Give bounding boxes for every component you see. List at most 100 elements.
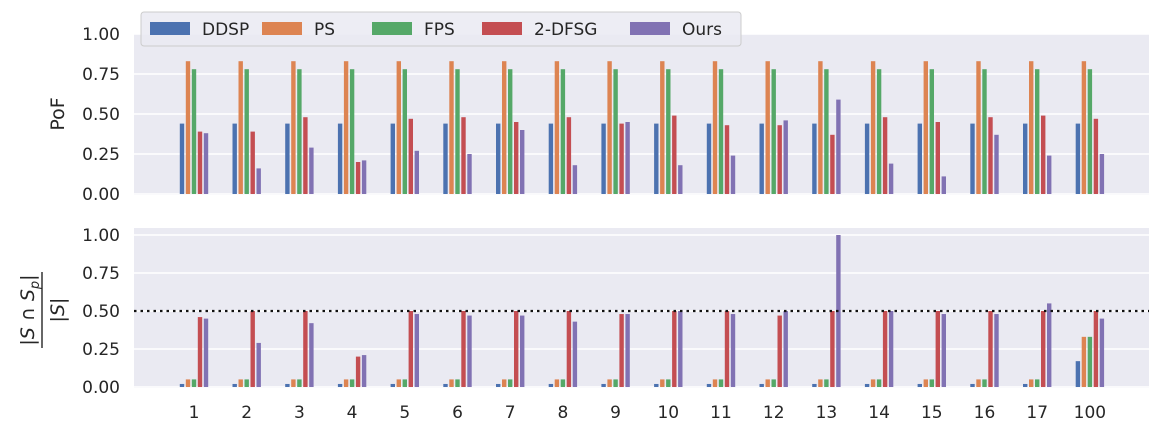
- pof-bar-ours-100: [1099, 154, 1105, 194]
- overlap-bar-2-dfsg-16: [988, 311, 993, 387]
- pof-bar-ps-11: [712, 61, 718, 195]
- overlap-bar-ours-11: [730, 314, 736, 387]
- pof-bar-ddsp-12: [759, 123, 764, 194]
- pof-bar-fps-7: [508, 69, 513, 194]
- overlap-bar-ps-1: [185, 379, 191, 387]
- overlap-bar-ps-17: [1029, 379, 1034, 387]
- overlap-bar-ddsp-5: [390, 383, 395, 387]
- overlap-bar-ddsp-1: [179, 383, 185, 387]
- overlap-bar-ddsp-9: [601, 383, 606, 387]
- pof-bar-2-dfsg-7: [514, 122, 519, 194]
- pof-y-axis-label: PoF: [47, 97, 69, 130]
- overlap-bar-ours-4: [361, 355, 367, 387]
- overlap-bar-fps-12: [771, 379, 776, 387]
- legend-swatch-fps: [372, 22, 412, 35]
- overlap-bar-ps-14: [870, 379, 876, 387]
- overlap-bar-ours-8: [572, 321, 578, 387]
- overlap-bar-ps-100: [1081, 336, 1087, 387]
- overlap-bar-fps-100: [1087, 336, 1093, 387]
- pof-bar-2-dfsg-8: [566, 117, 572, 194]
- pof-bar-ps-14: [870, 61, 876, 195]
- pof-bar-2-dfsg-9: [619, 123, 624, 194]
- overlap-bar-2-dfsg-2: [250, 311, 255, 387]
- x-tick-label: 12: [763, 403, 785, 423]
- overlap-bar-ps-3: [291, 379, 296, 387]
- pof-bar-2-dfsg-14: [882, 117, 888, 194]
- pof-bar-fps-6: [455, 69, 460, 194]
- overlap-bar-fps-5: [402, 379, 407, 387]
- overlap-bar-ddsp-100: [1075, 361, 1081, 387]
- pof-bar-2-dfsg-13: [830, 134, 835, 194]
- pof-y-ticks: 0.00 0.25 0.50 0.75 1.00: [82, 25, 120, 205]
- legend-swatch-2-dfsg: [482, 22, 522, 35]
- svg-text:|S ∩ Sp|: |S ∩ Sp|: [17, 274, 43, 345]
- pof-bar-fps-100: [1087, 69, 1093, 194]
- pof-bar-ddsp-16: [970, 123, 975, 194]
- pof-bar-ours-11: [730, 155, 736, 194]
- overlap-bar-ours-15: [941, 314, 946, 387]
- pof-bar-ours-5: [414, 150, 419, 194]
- overlap-bar-2-dfsg-7: [514, 311, 519, 387]
- x-tick-label: 3: [294, 403, 305, 423]
- pof-bar-ps-16: [976, 61, 981, 195]
- pof-bar-ours-6: [467, 154, 472, 194]
- overlap-bar-ddsp-16: [970, 383, 975, 387]
- ylabel-numerator-end: |: [17, 274, 39, 280]
- x-tick-label: 6: [452, 403, 463, 423]
- pof-bar-ps-2: [238, 61, 243, 195]
- pof-bar-ps-7: [502, 61, 507, 195]
- x-tick-label: 2: [241, 403, 252, 423]
- pof-bar-2-dfsg-6: [461, 117, 466, 194]
- x-tick-label: 13: [816, 403, 838, 423]
- pof-bar-fps-11: [718, 69, 724, 194]
- overlap-bar-2-dfsg-9: [619, 314, 624, 387]
- pof-bar-ps-8: [554, 61, 560, 195]
- pof-bar-fps-14: [876, 69, 882, 194]
- overlap-bar-ddsp-10: [654, 383, 659, 387]
- overlap-y-tick-label: 0.25: [82, 340, 120, 360]
- pof-bar-fps-5: [402, 69, 407, 194]
- x-tick-label: 16: [974, 403, 996, 423]
- overlap-bar-2-dfsg-12: [777, 315, 782, 387]
- pof-bar-ps-13: [818, 61, 823, 195]
- overlap-bar-fps-4: [349, 379, 355, 387]
- overlap-y-ticks: 0.00 0.25 0.50 0.75 1.00: [82, 226, 120, 398]
- x-tick-label: 17: [1026, 403, 1048, 423]
- pof-bar-ours-2: [256, 168, 261, 194]
- overlap-bars: [179, 235, 1105, 387]
- pof-bar-ours-15: [941, 176, 946, 194]
- legend-swatch-ddsp: [150, 22, 190, 35]
- overlap-bar-ps-6: [449, 379, 454, 387]
- pof-bar-ps-100: [1081, 61, 1087, 195]
- overlap-bar-ps-7: [502, 379, 507, 387]
- pof-bar-2-dfsg-10: [672, 115, 677, 194]
- overlap-bar-fps-7: [508, 379, 513, 387]
- pof-bar-2-dfsg-15: [935, 122, 940, 194]
- pof-bars: [179, 61, 1105, 195]
- ylabel-denominator: |S|: [47, 298, 69, 323]
- pof-bar-2-dfsg-17: [1041, 115, 1046, 194]
- ylabel-subscript: p: [28, 281, 43, 290]
- legend-frame: [140, 11, 742, 47]
- pof-bar-ours-12: [783, 120, 788, 194]
- overlap-bar-ours-14: [888, 311, 894, 387]
- pof-bar-ours-4: [361, 160, 367, 194]
- x-tick-label: 7: [505, 403, 516, 423]
- overlap-bar-fps-17: [1035, 379, 1040, 387]
- overlap-bar-ps-9: [607, 379, 612, 387]
- pof-bar-ddsp-10: [654, 123, 659, 194]
- pof-bar-fps-13: [824, 69, 829, 194]
- overlap-bar-fps-6: [455, 379, 460, 387]
- overlap-bar-ddsp-12: [759, 383, 764, 387]
- pof-bar-ps-4: [343, 61, 349, 195]
- pof-bar-ps-1: [185, 61, 191, 195]
- overlap-bar-2-dfsg-17: [1041, 311, 1046, 387]
- pof-bar-ddsp-4: [337, 123, 343, 194]
- overlap-bar-ours-2: [256, 342, 261, 387]
- x-tick-label: 9: [610, 403, 621, 423]
- overlap-bar-2-dfsg-15: [935, 311, 940, 387]
- pof-y-tick-label: 0.75: [82, 65, 120, 85]
- overlap-bar-fps-14: [876, 379, 882, 387]
- pof-bar-fps-4: [349, 69, 355, 194]
- overlap-bar-ours-1: [203, 318, 209, 387]
